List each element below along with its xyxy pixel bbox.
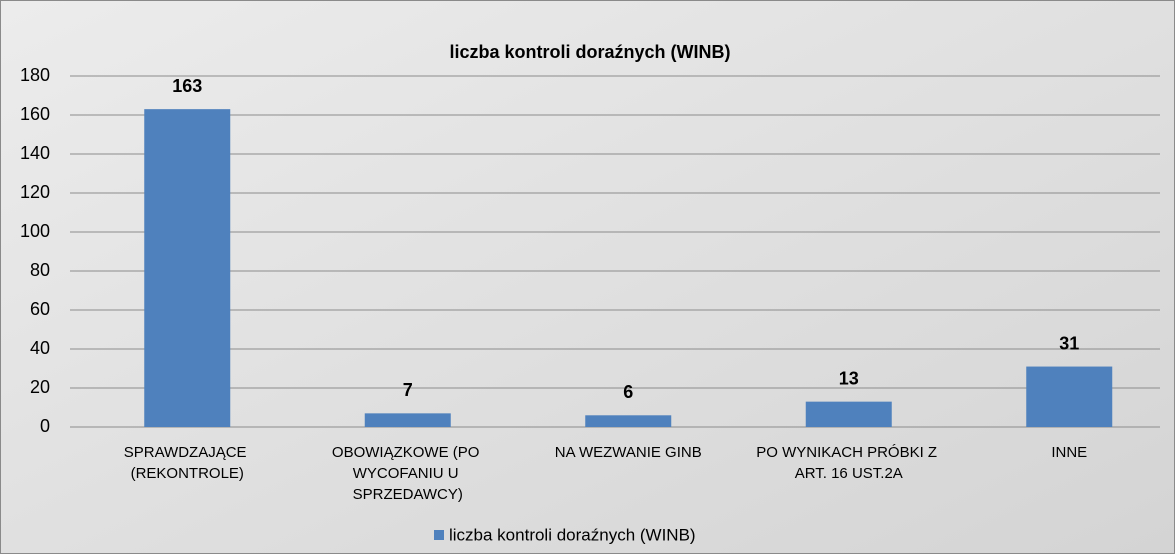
y-tick-label: 40 <box>30 338 50 358</box>
y-tick-label: 160 <box>20 104 50 124</box>
bar <box>805 401 892 427</box>
bar <box>1026 366 1113 427</box>
bar <box>585 415 672 427</box>
data-label: 13 <box>839 368 859 388</box>
y-tick-label: 0 <box>40 416 50 436</box>
x-tick-label: OBOWIĄZKOWE (PO WYCOFANIU U SPRZEDAWCY) <box>332 444 484 503</box>
legend-label: liczba kontroli doraźnych (WINB) <box>449 525 696 544</box>
x-tick-label: PO WYNIKACH PRÓBKI Z ART. 16 UST.2A <box>756 444 941 482</box>
y-tick-label: 80 <box>30 260 50 280</box>
y-tick-label: 180 <box>20 65 50 85</box>
x-tick-label: NA WEZWANIE GINB <box>555 444 702 461</box>
legend-swatch <box>434 530 444 540</box>
data-label: 7 <box>403 380 413 400</box>
bar <box>144 109 231 428</box>
chart-title: liczba kontroli doraźnych (WINB) <box>449 42 730 62</box>
data-label: 31 <box>1059 333 1079 353</box>
y-tick-label: 140 <box>20 143 50 163</box>
data-label: 163 <box>172 76 202 96</box>
x-tick-label: INNE <box>1051 444 1087 461</box>
x-tick-label: SPRAWDZAJĄCE (REKONTROLE) <box>124 444 251 482</box>
y-tick-label: 100 <box>20 221 50 241</box>
y-tick-label: 20 <box>30 377 50 397</box>
bar <box>364 413 451 427</box>
y-tick-label: 60 <box>30 299 50 319</box>
y-tick-label: 120 <box>20 182 50 202</box>
data-label: 6 <box>623 382 633 402</box>
